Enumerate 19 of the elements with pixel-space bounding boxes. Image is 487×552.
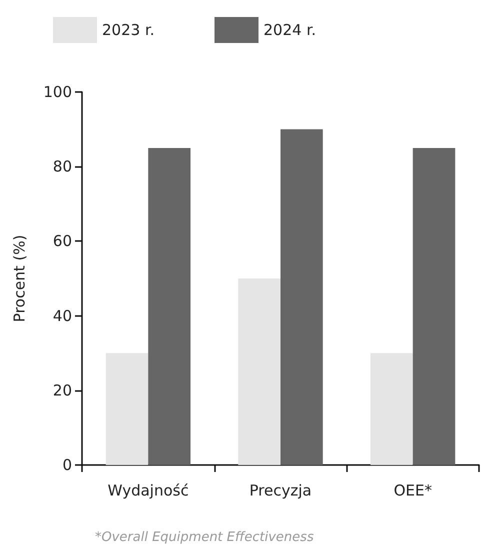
bar — [412, 148, 456, 465]
bar — [370, 353, 413, 465]
y-tick-label: 100 — [43, 83, 72, 101]
legend-label: 2023 r. — [102, 21, 154, 39]
x-tick-label: Precyzja — [249, 482, 312, 500]
y-tick-label: 60 — [52, 232, 72, 250]
x-tick-label: Wydajność — [108, 482, 189, 500]
y-tick-label: 40 — [52, 306, 72, 325]
bar — [280, 129, 323, 465]
legend-label: 2024 r. — [264, 21, 316, 39]
y-tick-label: 80 — [52, 158, 72, 176]
y-tick-label: 0 — [62, 456, 72, 474]
bar — [106, 353, 148, 465]
text: *Overall Equipment Effectiveness — [95, 530, 314, 545]
y-tick-label: 20 — [52, 381, 72, 400]
bar — [238, 278, 280, 465]
x-tick-label: OEE* — [394, 482, 432, 500]
bar — [148, 148, 191, 465]
y-axis-title: Procent (%) — [10, 234, 28, 322]
